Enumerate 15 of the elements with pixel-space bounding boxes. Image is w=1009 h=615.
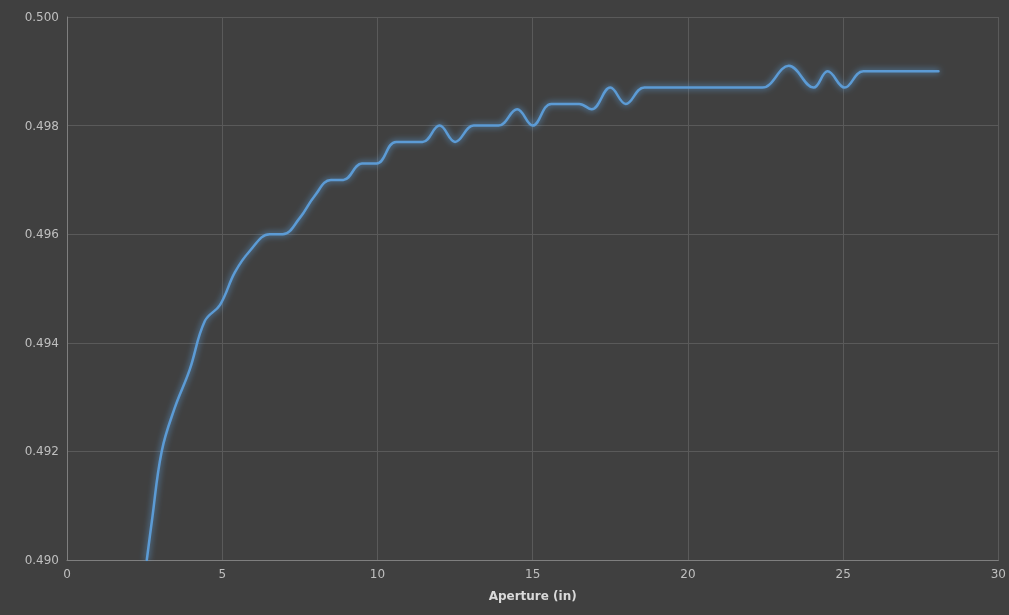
x-tick-label: 25 [835, 567, 851, 581]
y-tick-label: 0.500 [24, 10, 59, 24]
line-series [145, 64, 940, 562]
x-tick-label: 0 [63, 567, 71, 581]
y-tick-label: 0.496 [24, 227, 59, 242]
x-tick-label: 20 [680, 567, 696, 581]
x-tick-label: 15 [525, 567, 541, 581]
y-tick-label: 0.490 [24, 553, 59, 567]
x-tick-label: 30 [990, 567, 1007, 581]
y-tick-label: 0.494 [24, 335, 59, 350]
y-tick-label: 0.492 [24, 444, 59, 459]
x-tick-label: 10 [369, 567, 386, 581]
x-axis-title: Aperture (in) [488, 589, 577, 603]
y-tick-label: 0.498 [24, 118, 59, 133]
x-tick-label: 5 [218, 567, 227, 581]
